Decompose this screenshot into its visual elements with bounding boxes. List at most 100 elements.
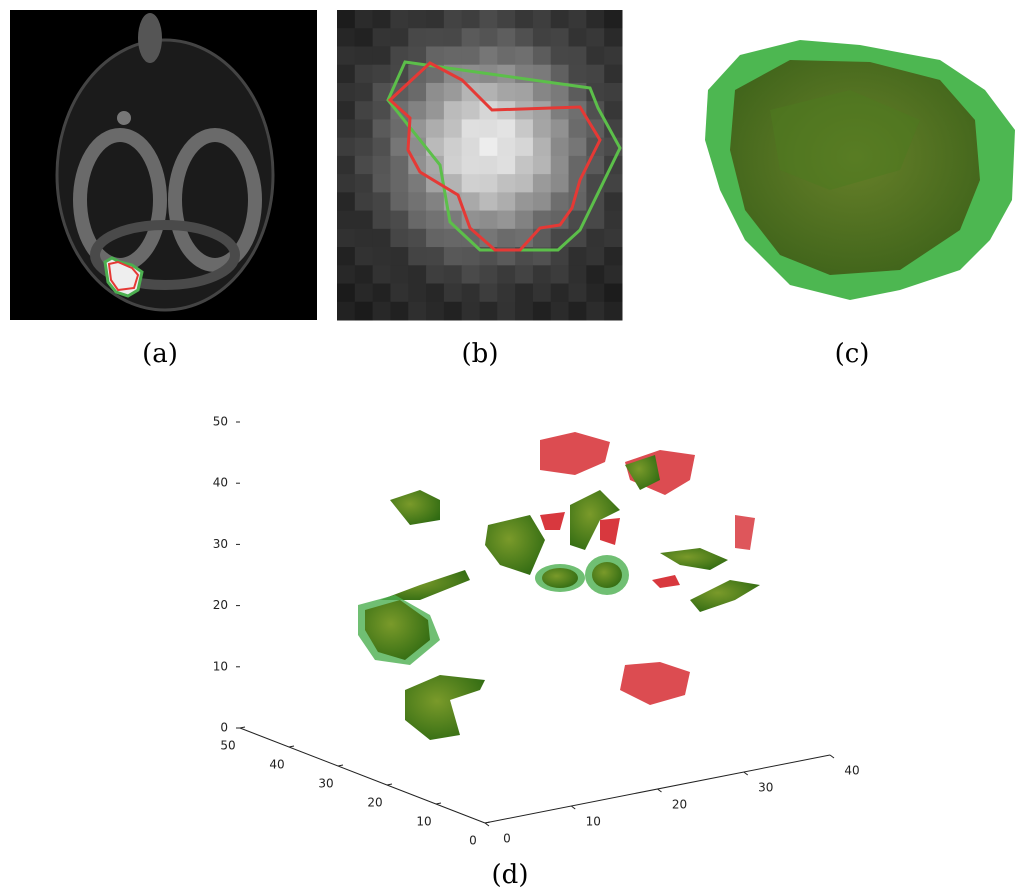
pixel (604, 302, 622, 321)
pixel (444, 174, 462, 193)
x-tick-label: 0 (503, 832, 511, 846)
pixel (533, 302, 551, 321)
pixel (373, 101, 391, 120)
pixel (462, 302, 480, 321)
z-tick-label: 50 (213, 415, 228, 429)
pixel (533, 265, 551, 284)
pixel (569, 101, 587, 120)
pixel (462, 101, 480, 120)
pixel (355, 119, 373, 138)
pixel (390, 211, 408, 230)
pixel (426, 247, 444, 266)
x-tick-label: 10 (586, 815, 601, 829)
pixel (373, 28, 391, 47)
pixel (497, 46, 515, 65)
x-tick-label: 30 (758, 781, 773, 795)
pixel (533, 138, 551, 157)
pixel (533, 174, 551, 193)
pixel (515, 192, 533, 211)
pixel (551, 46, 569, 65)
pixel (337, 302, 355, 321)
z-tick-label: 30 (213, 537, 228, 551)
pixel (497, 229, 515, 248)
pixel (337, 229, 355, 248)
pixel (337, 101, 355, 120)
tick-mark (289, 746, 294, 747)
pixel (497, 10, 515, 29)
figure: 0102030405001020304050010203040 (a) (b) … (0, 0, 1022, 892)
pixel (497, 119, 515, 138)
pixel (355, 284, 373, 303)
pixel (551, 101, 569, 120)
pixel (390, 284, 408, 303)
pixel (355, 101, 373, 120)
pixel (480, 192, 498, 211)
z-tick-label: 40 (213, 476, 228, 490)
pixel (408, 211, 426, 230)
pixel (604, 83, 622, 102)
pixel (337, 156, 355, 175)
pixel (569, 119, 587, 138)
pixel (586, 284, 604, 303)
pixel (355, 211, 373, 230)
pixel (337, 192, 355, 211)
pixel (390, 156, 408, 175)
pixel (569, 28, 587, 47)
pixel (533, 192, 551, 211)
caption: (d) (492, 860, 529, 890)
pixel (337, 174, 355, 193)
pixel (551, 10, 569, 29)
pixel (373, 65, 391, 84)
pixel (444, 28, 462, 47)
pixel (426, 192, 444, 211)
pixel (497, 83, 515, 102)
pixel (604, 46, 622, 65)
pixel (337, 83, 355, 102)
caption: (c) (835, 339, 870, 369)
pixel (426, 10, 444, 29)
pixel (515, 46, 533, 65)
pixel (373, 284, 391, 303)
pixel (462, 247, 480, 266)
pixel (355, 83, 373, 102)
pixel (390, 229, 408, 248)
pixel (551, 174, 569, 193)
z-tick-label: 0 (220, 721, 228, 735)
pixel (551, 229, 569, 248)
pixel (390, 265, 408, 284)
y-tick-label: 20 (367, 796, 382, 810)
pixel (444, 46, 462, 65)
pixel (426, 229, 444, 248)
pixel (426, 284, 444, 303)
pixel (569, 247, 587, 266)
pixel (444, 83, 462, 102)
pixel (569, 284, 587, 303)
panel-c-image (705, 40, 1015, 300)
tick-mark (571, 806, 575, 809)
pixel (462, 229, 480, 248)
pixel (604, 265, 622, 284)
tick-mark (485, 822, 490, 823)
pixel (497, 192, 515, 211)
y-tick-label: 0 (469, 834, 477, 848)
pixel (390, 174, 408, 193)
pixel (551, 138, 569, 157)
pixel (551, 302, 569, 321)
z-tick-label: 20 (213, 598, 228, 612)
pixel (373, 229, 391, 248)
panel-b-image (337, 10, 623, 321)
pixel (337, 247, 355, 266)
pixel (497, 265, 515, 284)
pixel (444, 10, 462, 29)
pixel (533, 101, 551, 120)
pixel (586, 65, 604, 84)
y-tick-label: 40 (269, 758, 284, 772)
pixel (462, 46, 480, 65)
pixel (355, 28, 373, 47)
pixel (462, 119, 480, 138)
pixel (462, 192, 480, 211)
pixel (444, 302, 462, 321)
pixel (337, 28, 355, 47)
pixel (444, 265, 462, 284)
z-tick-label: 10 (213, 659, 228, 673)
